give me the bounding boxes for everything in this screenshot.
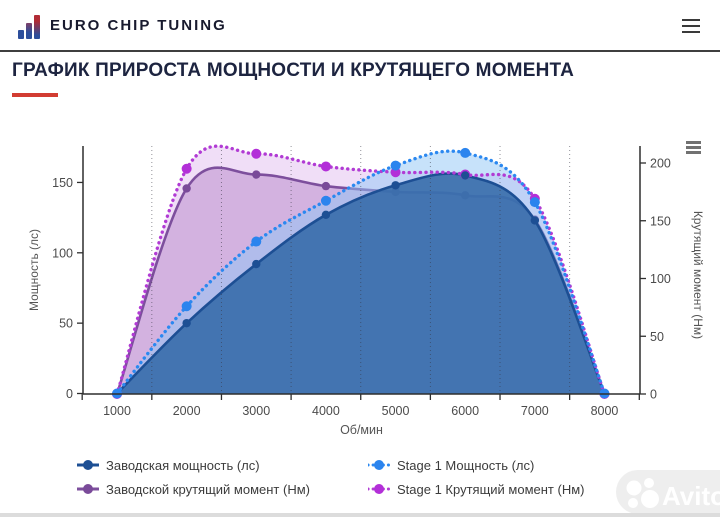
series-area-0 [117, 173, 605, 394]
x-tick-label: 3000 [242, 404, 270, 418]
brand-logo-bars-icon [18, 14, 44, 39]
series-marker-2[interactable] [252, 170, 261, 179]
series-marker-0[interactable] [252, 259, 261, 269]
legend-item[interactable]: Заводская мощность (лс) [77, 453, 310, 477]
series-marker-0[interactable] [391, 181, 400, 190]
avito-logo-circle [628, 498, 638, 508]
series-marker-3[interactable] [181, 163, 192, 174]
avito-logo-circle [644, 478, 654, 488]
series-marker-2[interactable] [182, 184, 191, 193]
series-line-1 [115, 149, 607, 396]
page-title: ГРАФИК ПРИРОСТА МОЩНОСТИ И КРУТЯЩЕГО МОМ… [12, 60, 575, 81]
y-left-tick-label: 150 [52, 176, 73, 190]
footer-strip [0, 513, 720, 517]
avito-watermark: Avito [616, 470, 720, 514]
series-marker-1[interactable] [181, 301, 192, 312]
y-left-axis-title: Мощность (лс) [27, 229, 41, 311]
chart-legend: Заводская мощность (лс) Заводской крутящи… [0, 453, 720, 501]
y-left-tick-label: 0 [66, 387, 73, 401]
legend-marker-icon [368, 460, 390, 470]
legend-item-label: Stage 1 Мощность (лс) [397, 457, 535, 473]
chart-canvas: 0 50 100 150 0 50 100 150 200 1000 2000 3000 4000 500… [27, 144, 705, 437]
y-right-tick-label: 0 [650, 388, 657, 402]
legend-item-label: Заводской крутящий момент (Нм) [106, 481, 310, 497]
menu-hamburger-icon[interactable] [682, 19, 700, 33]
series-marker-1[interactable] [390, 160, 401, 171]
avito-watermark-text: Avito [662, 481, 720, 511]
series-marker-1[interactable] [529, 197, 540, 208]
series-marker-1[interactable] [460, 147, 471, 158]
x-tick-label: 4000 [312, 404, 340, 418]
y-right-tick-label: 50 [650, 330, 664, 344]
legend-marker-icon [77, 460, 99, 470]
x-tick-label: 6000 [451, 404, 479, 418]
legend-marker-icon [77, 484, 99, 494]
legend-marker-icon [368, 484, 390, 494]
y-right-tick-label: 150 [650, 214, 671, 228]
power-torque-chart: 0 50 100 150 0 50 100 150 200 1000 2000 3000 4000 500… [0, 105, 720, 450]
legend-item-label: Заводская мощность (лс) [106, 457, 260, 473]
x-tick-label: 8000 [591, 404, 619, 418]
y-left-tick-label: 100 [52, 246, 73, 260]
x-tick-label: 2000 [173, 404, 201, 418]
avito-logo-circle [626, 480, 642, 496]
y-right-tick-label: 100 [650, 272, 671, 286]
series-marker-0[interactable] [461, 171, 470, 180]
legend-item[interactable]: Заводской крутящий момент (Нм) [77, 477, 310, 501]
series-marker-3[interactable] [320, 161, 331, 172]
y-right-axis-title: Крутящий момент (Нм) [691, 211, 705, 339]
series-marker-1[interactable] [251, 236, 262, 247]
legend-item[interactable]: Stage 1 Крутящий момент (Нм) [368, 477, 584, 501]
chart-context-menu-icon[interactable] [686, 141, 701, 154]
x-axis-title: Об/мин [340, 423, 383, 437]
series-marker-2[interactable] [321, 181, 331, 191]
series-marker-1[interactable] [320, 195, 331, 206]
y-right-tick-label: 200 [650, 157, 671, 171]
y-left-tick-label: 50 [59, 317, 73, 331]
series-line-0 [116, 172, 606, 395]
avito-logo-circle [641, 490, 659, 508]
series-marker-0[interactable] [182, 318, 191, 328]
header: EURO CHIP TUNING [0, 0, 720, 52]
brand-name: EURO CHIP TUNING [50, 17, 227, 34]
x-tick-label: 5000 [382, 404, 410, 418]
x-tick-label: 7000 [521, 404, 549, 418]
series-marker-3[interactable] [251, 148, 262, 159]
title-accent-bar [12, 93, 58, 97]
series-marker-0[interactable] [530, 216, 540, 225]
legend-item-label: Stage 1 Крутящий момент (Нм) [397, 481, 585, 497]
series-marker-0[interactable] [321, 210, 331, 220]
x-tick-label: 1000 [103, 404, 131, 418]
legend-item[interactable]: Stage 1 Мощность (лс) [368, 453, 584, 477]
